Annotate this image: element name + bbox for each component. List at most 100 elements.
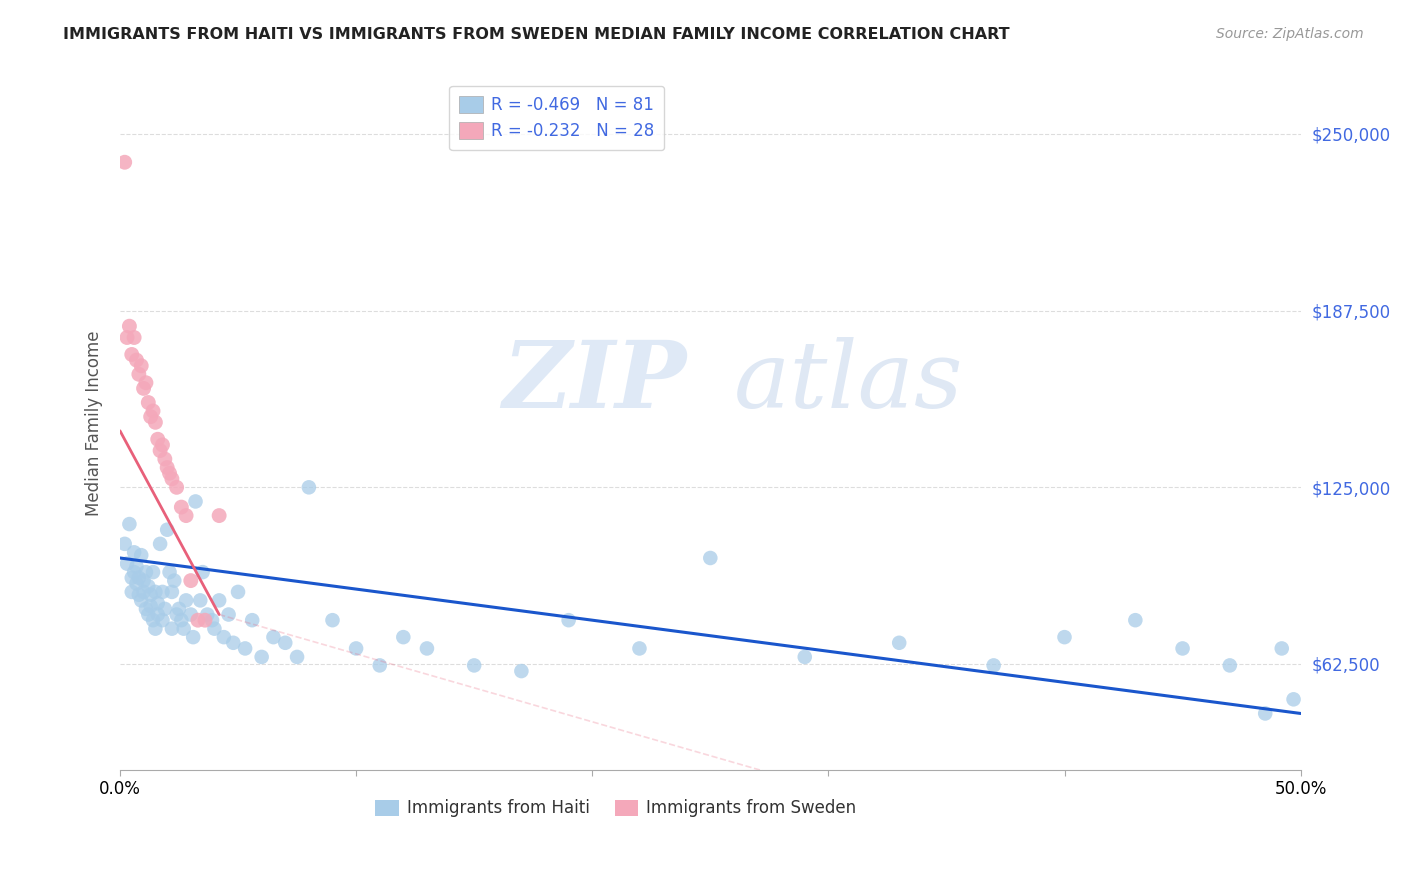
Point <box>170 500 193 515</box>
Text: ZIP: ZIP <box>502 337 686 427</box>
Point <box>793 649 815 664</box>
Point <box>510 664 533 678</box>
Point <box>139 599 162 613</box>
Point <box>118 517 141 532</box>
Point <box>115 557 138 571</box>
Point <box>132 574 155 588</box>
Point <box>145 415 167 429</box>
Point <box>174 593 197 607</box>
Point <box>145 622 167 636</box>
Point <box>142 613 165 627</box>
Point <box>136 395 159 409</box>
Point <box>204 622 226 636</box>
Point <box>125 576 148 591</box>
Point <box>983 658 1005 673</box>
Point <box>233 641 256 656</box>
Point <box>159 466 181 480</box>
Point <box>114 155 136 169</box>
Point <box>156 523 179 537</box>
Point <box>463 658 485 673</box>
Point <box>159 565 181 579</box>
Point <box>188 593 211 607</box>
Point <box>114 537 136 551</box>
Point <box>699 551 721 566</box>
Point <box>135 565 157 579</box>
Point <box>156 460 179 475</box>
Point <box>152 438 174 452</box>
Point <box>184 494 207 508</box>
Point <box>208 593 231 607</box>
Point <box>187 613 209 627</box>
Point <box>218 607 240 622</box>
Point <box>139 588 162 602</box>
Point <box>1171 641 1194 656</box>
Point <box>160 472 183 486</box>
Point <box>1053 630 1076 644</box>
Point <box>194 613 217 627</box>
Point <box>889 636 911 650</box>
Point <box>1254 706 1277 721</box>
Point <box>125 559 148 574</box>
Point <box>128 571 150 585</box>
Point <box>174 508 197 523</box>
Point <box>1219 658 1241 673</box>
Point <box>125 353 148 368</box>
Point <box>142 565 165 579</box>
Point <box>201 613 224 627</box>
Point <box>139 409 162 424</box>
Point <box>212 630 235 644</box>
Y-axis label: Median Family Income: Median Family Income <box>86 331 103 516</box>
Point <box>149 537 172 551</box>
Point <box>135 376 157 390</box>
Point <box>136 607 159 622</box>
Point <box>146 607 169 622</box>
Point <box>321 613 343 627</box>
Point <box>153 452 176 467</box>
Point <box>557 613 579 627</box>
Point <box>128 588 150 602</box>
Point <box>142 404 165 418</box>
Text: IMMIGRANTS FROM HAITI VS IMMIGRANTS FROM SWEDEN MEDIAN FAMILY INCOME CORRELATION: IMMIGRANTS FROM HAITI VS IMMIGRANTS FROM… <box>63 27 1010 42</box>
Legend: Immigrants from Haiti, Immigrants from Sweden: Immigrants from Haiti, Immigrants from S… <box>368 793 863 824</box>
Point <box>145 585 167 599</box>
Point <box>129 593 152 607</box>
Point <box>180 607 202 622</box>
Point <box>368 658 391 673</box>
Point <box>173 622 195 636</box>
Point <box>1282 692 1305 706</box>
Point <box>392 630 415 644</box>
Point <box>163 574 186 588</box>
Point <box>149 443 172 458</box>
Point <box>122 330 145 344</box>
Text: Source: ZipAtlas.com: Source: ZipAtlas.com <box>1216 27 1364 41</box>
Text: atlas: atlas <box>734 337 963 427</box>
Point <box>167 602 190 616</box>
Point <box>121 347 143 361</box>
Point <box>181 630 204 644</box>
Point <box>222 636 245 650</box>
Point <box>180 574 202 588</box>
Point <box>132 381 155 395</box>
Point <box>152 585 174 599</box>
Point <box>166 607 188 622</box>
Point <box>262 630 284 644</box>
Point <box>118 319 141 334</box>
Point <box>153 602 176 616</box>
Point <box>240 613 263 627</box>
Point <box>122 545 145 559</box>
Point <box>115 330 138 344</box>
Point <box>146 596 169 610</box>
Point <box>195 607 218 622</box>
Point <box>129 548 152 562</box>
Point <box>416 641 439 656</box>
Point <box>160 622 183 636</box>
Point <box>122 565 145 579</box>
Point <box>250 649 273 664</box>
Point <box>344 641 367 656</box>
Point <box>166 480 188 494</box>
Point <box>191 565 214 579</box>
Point <box>128 368 150 382</box>
Point <box>121 571 143 585</box>
Point <box>208 508 231 523</box>
Point <box>628 641 651 656</box>
